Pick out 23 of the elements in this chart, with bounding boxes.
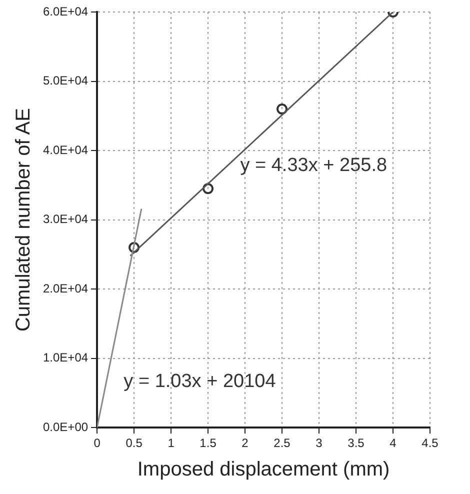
x-tick-label: 1 [168,436,175,450]
y-tick-label: 0.0E+00 [42,420,88,434]
annotation: y = 4.33x + 255.8 [240,155,388,176]
x-tick-label: 0 [94,436,101,450]
x-tick-label: 4 [390,436,397,450]
x-tick-label: 0.5 [126,436,143,450]
annotation: y = 1.03x + 20104 [124,371,276,392]
x-tick-label: 3.5 [348,436,365,450]
y-tick-label: 6.0E+04 [42,4,88,18]
x-tick-label: 2.5 [274,436,291,450]
y-tick-label: 5.0E+04 [42,74,88,88]
y-tick-label: 2.0E+04 [42,281,88,296]
x-tick-label: 2 [242,436,249,450]
x-tick-label: 4.5 [422,436,439,450]
y-tick-label: 3.0E+04 [42,212,88,226]
y-tick-label: 4.0E+04 [42,142,88,157]
y-tick-label: 1.0E+04 [42,350,88,365]
point [128,242,140,254]
x-axis-title: Imposed displacement (mm) [137,458,390,481]
y-axis-title: Cumulated number of AE [12,108,35,332]
x-tick-label: 1.5 [200,436,217,450]
point [202,183,214,194]
x-tick-label: 3 [316,436,323,450]
